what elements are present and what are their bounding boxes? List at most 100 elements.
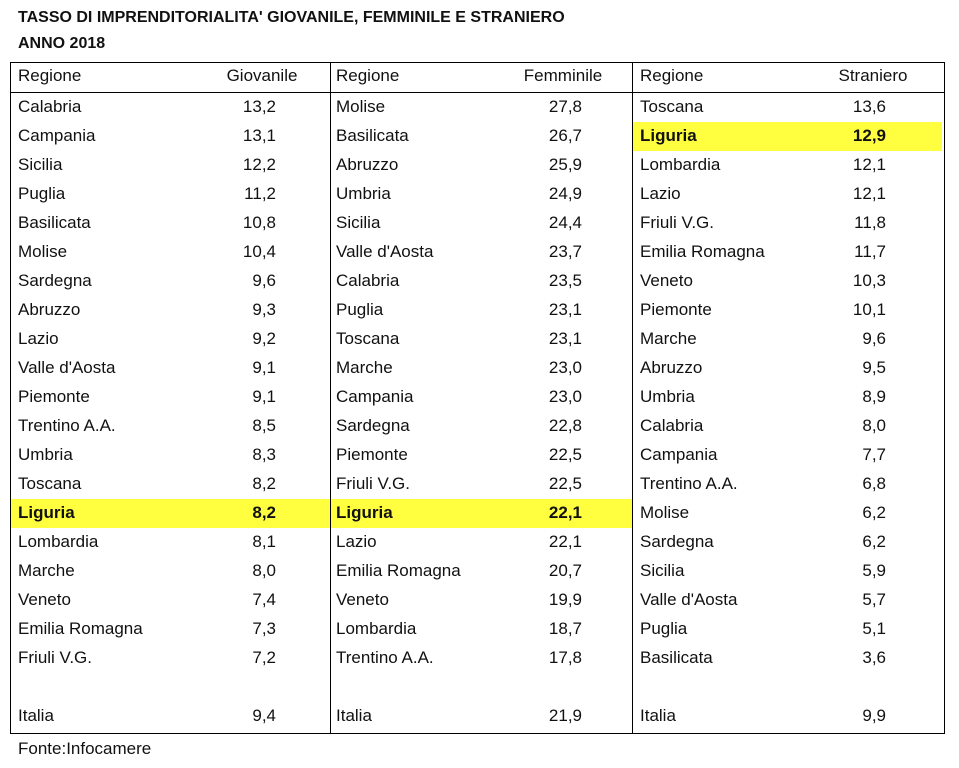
header-label: Femminile — [523, 66, 603, 85]
region-cell: Molise — [336, 97, 386, 116]
value-cell: 13,1 — [242, 126, 276, 145]
region-cell: Marche — [640, 329, 697, 348]
region-cell: Umbria — [336, 184, 391, 203]
region-cell: Calabria — [640, 416, 704, 435]
region-cell: Lazio — [640, 184, 681, 203]
region-cell: Emilia Romagna — [640, 242, 765, 261]
value-cell: 6,8 — [862, 474, 886, 493]
value-cell: 8,5 — [252, 416, 276, 435]
value-cell: 13,2 — [242, 97, 276, 116]
region-cell: Molise — [18, 242, 68, 261]
region-cell: Friuli V.G. — [336, 474, 411, 493]
region-cell: Toscana — [640, 97, 704, 116]
border — [632, 62, 633, 734]
region-cell: Trentino A.A. — [18, 416, 116, 435]
value-cell: 7,4 — [252, 590, 276, 609]
border — [944, 62, 945, 734]
region-cell: Basilicata — [640, 648, 713, 667]
value-cell: 9,1 — [252, 387, 276, 406]
region-cell: Toscana — [18, 474, 82, 493]
value-cell: 23,1 — [548, 300, 582, 319]
total-region: Italia — [640, 706, 676, 725]
value-cell: 11,2 — [244, 184, 276, 203]
border — [10, 733, 945, 734]
region-cell: Lombardia — [336, 619, 417, 638]
region-cell: Sicilia — [640, 561, 685, 580]
value-cell: 22,1 — [548, 503, 582, 522]
header-label: Regione — [18, 66, 82, 85]
region-cell: Toscana — [336, 329, 400, 348]
region-cell: Veneto — [18, 590, 71, 609]
region-cell: Veneto — [336, 590, 389, 609]
region-cell: Campania — [18, 126, 96, 145]
region-cell: Veneto — [640, 271, 693, 290]
value-cell: 7,3 — [252, 619, 276, 638]
region-cell: Sicilia — [336, 213, 381, 232]
region-cell: Puglia — [640, 619, 688, 638]
value-cell: 13,6 — [852, 97, 886, 116]
region-cell: Basilicata — [336, 126, 409, 145]
highlight — [632, 122, 942, 151]
value-cell: 8,2 — [252, 503, 276, 522]
region-cell: Molise — [640, 503, 690, 522]
value-cell: 8,9 — [862, 387, 886, 406]
total-region: Italia — [18, 706, 54, 725]
region-cell: Lazio — [336, 532, 377, 551]
region-cell: Valle d'Aosta — [18, 358, 116, 377]
region-cell: Sardegna — [640, 532, 714, 551]
value-cell: 10,8 — [242, 213, 276, 232]
region-cell: Lombardia — [640, 155, 721, 174]
value-cell: 10,1 — [852, 300, 886, 319]
value-cell: 7,7 — [862, 445, 886, 464]
value-cell: 8,3 — [252, 445, 276, 464]
value-cell: 12,2 — [242, 155, 276, 174]
value-cell: 3,6 — [862, 648, 886, 667]
region-cell: Marche — [336, 358, 393, 377]
value-cell: 10,4 — [242, 242, 276, 261]
value-cell: 9,6 — [862, 329, 886, 348]
header-label: Regione — [640, 66, 704, 85]
value-cell: 22,1 — [548, 532, 582, 551]
region-cell: Campania — [336, 387, 414, 406]
region-cell: Liguria — [640, 126, 697, 145]
region-cell: Sardegna — [336, 416, 410, 435]
region-cell: Lombardia — [18, 532, 99, 551]
border — [10, 62, 11, 734]
value-cell: 10,3 — [852, 271, 886, 290]
region-cell: Piemonte — [336, 445, 408, 464]
border — [10, 92, 945, 93]
region-cell: Trentino A.A. — [640, 474, 738, 493]
value-cell: 8,0 — [862, 416, 886, 435]
region-cell: Abruzzo — [336, 155, 399, 174]
region-cell: Emilia Romagna — [18, 619, 143, 638]
value-cell: 9,2 — [252, 329, 276, 348]
source: Fonte:Infocamere — [18, 739, 152, 758]
value-cell: 27,8 — [548, 97, 582, 116]
value-cell: 22,5 — [548, 474, 582, 493]
total-value: 9,4 — [252, 706, 276, 725]
value-cell: 24,9 — [548, 184, 582, 203]
region-cell: Marche — [18, 561, 75, 580]
value-cell: 12,9 — [852, 126, 886, 145]
value-cell: 19,9 — [548, 590, 582, 609]
value-cell: 5,7 — [862, 590, 886, 609]
value-cell: 22,8 — [548, 416, 582, 435]
value-cell: 5,1 — [862, 619, 886, 638]
region-cell: Lazio — [18, 329, 59, 348]
value-cell: 9,5 — [862, 358, 886, 377]
region-cell: Piemonte — [18, 387, 90, 406]
highlight — [330, 499, 632, 528]
region-cell: Friuli V.G. — [18, 648, 93, 667]
region-cell: Puglia — [18, 184, 66, 203]
value-cell: 5,9 — [862, 561, 886, 580]
value-cell: 8,0 — [252, 561, 276, 580]
value-cell: 12,1 — [852, 155, 886, 174]
region-cell: Umbria — [18, 445, 73, 464]
value-cell: 20,7 — [548, 561, 582, 580]
region-cell: Valle d'Aosta — [640, 590, 738, 609]
total-value: 9,9 — [862, 706, 886, 725]
value-cell: 23,5 — [548, 271, 582, 290]
subtitle: ANNO 2018 — [18, 35, 106, 52]
value-cell: 23,0 — [548, 358, 582, 377]
